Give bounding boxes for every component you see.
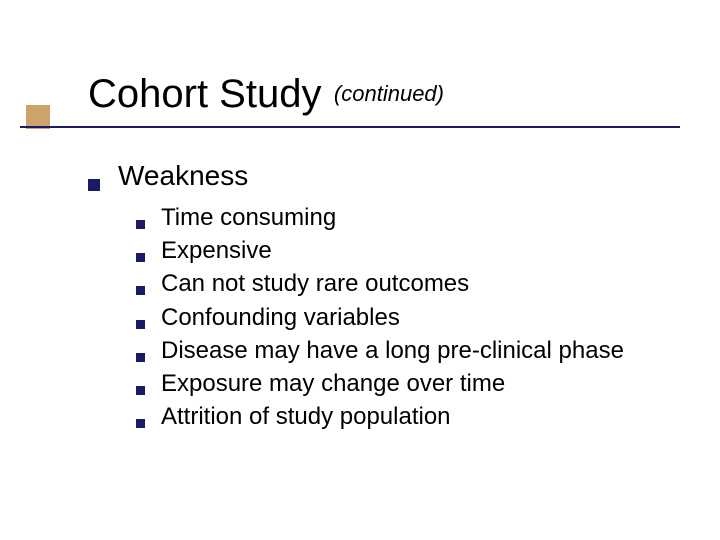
title-main: Cohort Study — [88, 72, 321, 116]
bullet-l1-label: Weakness — [118, 160, 248, 192]
square-bullet-icon — [88, 179, 100, 191]
slide: Cohort Study (continued) Weakness Time c… — [0, 0, 720, 540]
square-bullet-icon — [136, 253, 145, 262]
bullet-l2: Time consuming — [136, 202, 690, 233]
bullet-l2-label: Exposure may change over time — [161, 368, 505, 399]
bullet-l2: Disease may have a long pre-clinical pha… — [136, 335, 690, 366]
bullet-l1: Weakness — [88, 160, 690, 192]
bullet-l2: Expensive — [136, 235, 690, 266]
square-bullet-icon — [136, 419, 145, 428]
bullet-l2-label: Disease may have a long pre-clinical pha… — [161, 335, 624, 366]
bullet-l2-label: Confounding variables — [161, 302, 400, 333]
square-bullet-icon — [136, 286, 145, 295]
square-bullet-icon — [136, 220, 145, 229]
square-bullet-icon — [136, 320, 145, 329]
square-bullet-icon — [136, 386, 145, 395]
bullet-l2-label: Time consuming — [161, 202, 336, 233]
title-suffix: (continued) — [334, 81, 444, 106]
bullet-l2-group: Time consuming Expensive Can not study r… — [136, 202, 690, 432]
bullet-l2-label: Attrition of study population — [161, 401, 451, 432]
bullet-l2: Can not study rare outcomes — [136, 268, 690, 299]
bullet-l2-label: Expensive — [161, 235, 272, 266]
bullet-l2: Confounding variables — [136, 302, 690, 333]
bullet-l2-label: Can not study rare outcomes — [161, 268, 469, 299]
bullet-l2: Exposure may change over time — [136, 368, 690, 399]
slide-content: Weakness Time consuming Expensive Can no… — [88, 160, 690, 434]
slide-title: Cohort Study (continued) — [88, 72, 444, 117]
square-bullet-icon — [136, 353, 145, 362]
bullet-l2: Attrition of study population — [136, 401, 690, 432]
title-underline — [20, 126, 680, 128]
